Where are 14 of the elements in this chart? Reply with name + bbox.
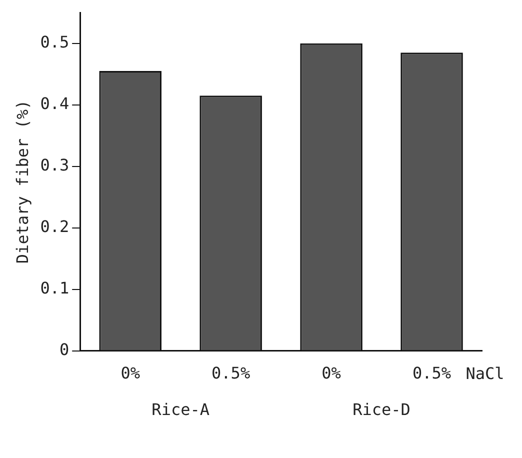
x-tick-label: 0%: [120, 364, 140, 383]
y-axis-title: Dietary fiber (%): [12, 100, 32, 264]
y-tick-label: 0.1: [40, 278, 70, 298]
y-tick-label: 0.5: [40, 32, 70, 52]
x-tick-label: 0.5%: [212, 364, 250, 383]
x-tick-label: 0%: [322, 364, 342, 383]
x-axis-title: NaCl: [466, 364, 504, 383]
y-tick-label: 0: [59, 340, 70, 359]
y-tick-label: 0.3: [40, 155, 70, 174]
text: Rice-A: [152, 400, 210, 419]
x-tick-label: 0.5%: [412, 364, 452, 383]
text: Rice-D: [352, 400, 410, 419]
y-tick-label: 0.2: [40, 216, 70, 236]
y-tick-label: 0.4: [40, 94, 70, 113]
